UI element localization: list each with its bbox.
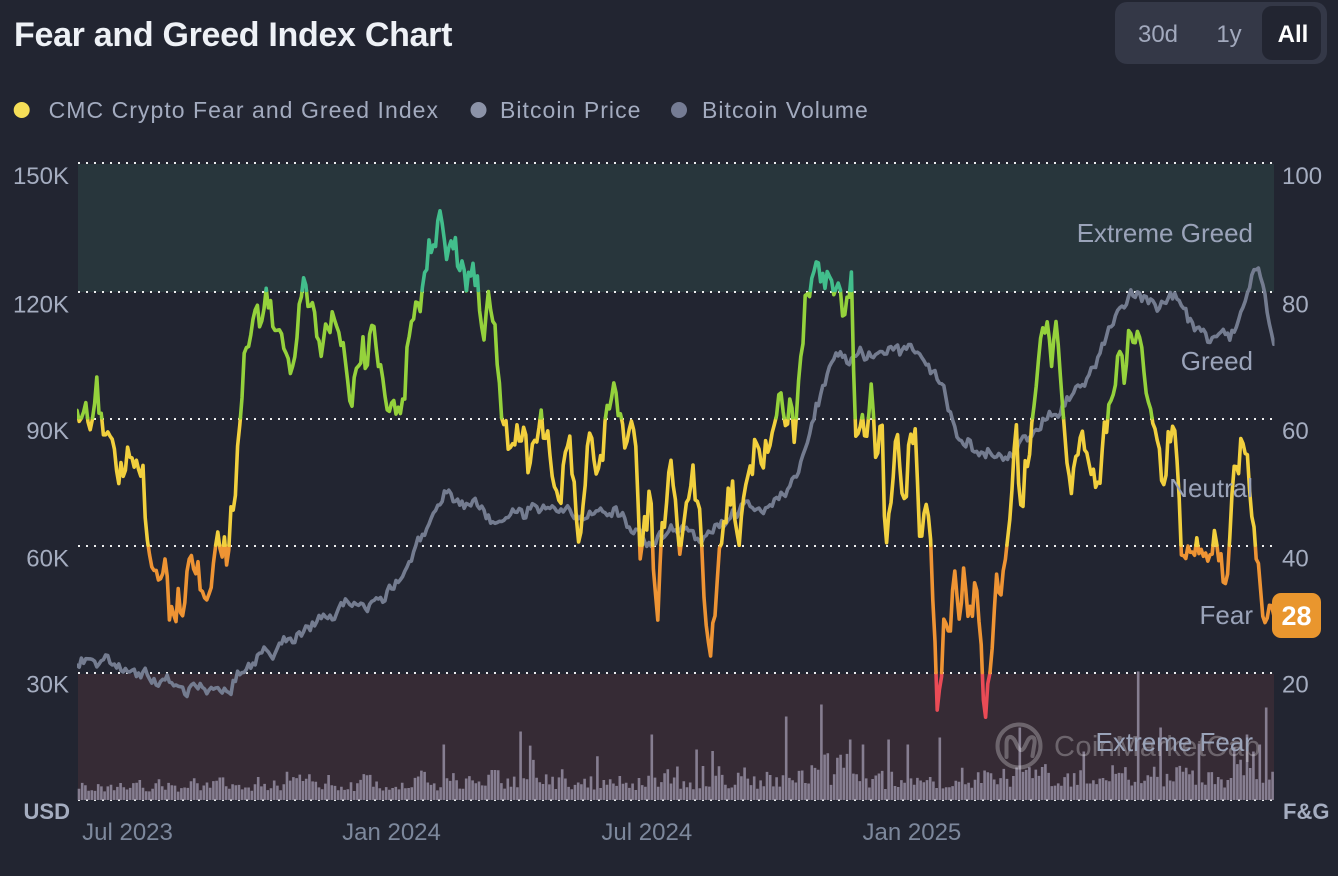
svg-text:Bitcoin Price: Bitcoin Price xyxy=(500,97,641,123)
svg-text:CMC Crypto Fear and Greed Inde: CMC Crypto Fear and Greed Index xyxy=(49,97,439,123)
svg-text:80: 80 xyxy=(1282,292,1309,319)
svg-text:CoinMarketCap: CoinMarketCap xyxy=(1054,731,1261,763)
svg-text:Greed: Greed xyxy=(1181,346,1253,376)
svg-text:1y: 1y xyxy=(1216,21,1241,48)
svg-text:40: 40 xyxy=(1282,546,1309,573)
svg-text:Bitcoin Volume: Bitcoin Volume xyxy=(702,97,869,123)
svg-text:F&G: F&G xyxy=(1283,799,1329,824)
svg-text:28: 28 xyxy=(1281,601,1311,631)
svg-text:30d: 30d xyxy=(1138,21,1178,48)
svg-text:Neutral: Neutral xyxy=(1169,473,1253,503)
svg-text:90K: 90K xyxy=(26,418,69,445)
svg-text:Jul 2024: Jul 2024 xyxy=(601,819,692,846)
svg-text:Jul 2023: Jul 2023 xyxy=(82,819,173,846)
svg-text:Extreme Fear: Extreme Fear xyxy=(1096,727,1254,757)
svg-text:100: 100 xyxy=(1282,163,1322,190)
svg-text:120K: 120K xyxy=(13,292,69,319)
svg-text:Jan 2024: Jan 2024 xyxy=(342,819,441,846)
svg-text:60: 60 xyxy=(1282,418,1309,445)
svg-text:Extreme Greed: Extreme Greed xyxy=(1077,218,1253,248)
svg-text:Fear and Greed Index Chart: Fear and Greed Index Chart xyxy=(14,16,452,54)
svg-text:Jan 2025: Jan 2025 xyxy=(863,819,962,846)
svg-text:60K: 60K xyxy=(26,546,69,573)
svg-text:150K: 150K xyxy=(13,163,69,190)
svg-text:USD: USD xyxy=(24,799,70,824)
svg-text:20: 20 xyxy=(1282,672,1309,699)
svg-text:Fear: Fear xyxy=(1200,600,1254,630)
svg-text:All: All xyxy=(1278,21,1309,48)
svg-text:30K: 30K xyxy=(26,672,69,699)
